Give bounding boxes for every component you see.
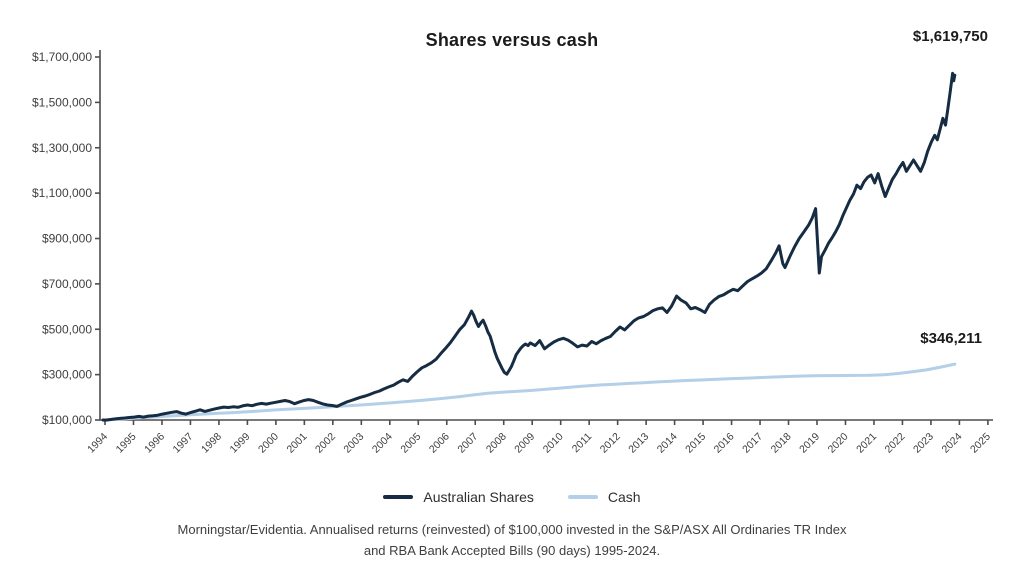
x-tick-label: 2007 — [455, 431, 480, 456]
y-tick-label: $1,100,000 — [32, 186, 92, 200]
cash-line-swatch-icon — [567, 495, 598, 499]
x-tick-label: 2008 — [484, 431, 509, 456]
x-tick-label: 2006 — [427, 431, 452, 456]
x-tick-label: 2022 — [883, 431, 908, 456]
x-tick-label: 1999 — [228, 431, 253, 456]
x-tick-label: 2001 — [284, 431, 309, 456]
legend-label-cash: Cash — [607, 489, 641, 505]
y-tick-label: $500,000 — [42, 322, 92, 336]
legend-label-australian-shares: Australian Shares — [423, 489, 534, 505]
x-tick-label: 2005 — [398, 431, 423, 456]
y-tick-label: $700,000 — [42, 277, 92, 291]
x-tick-label: 2014 — [655, 431, 680, 456]
x-tick-label: 2003 — [341, 431, 366, 456]
australian-shares-line — [101, 71, 957, 422]
shares-end-value-label: $1,619,750 — [912, 28, 988, 45]
y-tick-label: $1,500,000 — [32, 95, 92, 109]
y-tick-label: $100,000 — [42, 413, 92, 427]
source-footnote-line2: and RBA Bank Accepted Bills (90 days) 19… — [363, 543, 661, 558]
x-tick-label: 2016 — [712, 431, 737, 456]
x-tick-label: 2004 — [370, 431, 395, 456]
chart-title: Shares versus cash — [425, 30, 599, 50]
x-tick-label: 1997 — [171, 431, 196, 456]
y-tick-label: $1,700,000 — [32, 50, 92, 64]
y-tick-label: $300,000 — [42, 368, 92, 382]
y-tick-label: $900,000 — [42, 232, 92, 246]
x-tick-label: 2012 — [598, 431, 623, 456]
x-tick-label: 2021 — [854, 431, 879, 456]
x-tick-label: 2002 — [313, 431, 338, 456]
x-tick-label: 2011 — [570, 431, 595, 456]
x-tick-label: 1998 — [199, 431, 224, 456]
x-tick-label: 2023 — [911, 431, 936, 456]
x-tick-label: 1994 — [85, 431, 110, 456]
x-tick-label: 2000 — [256, 431, 281, 456]
x-tick-label: 2013 — [626, 431, 651, 456]
shares-line-swatch-icon — [383, 495, 414, 499]
y-tick-label: $1,300,000 — [32, 141, 92, 155]
x-tick-label: 2019 — [797, 431, 822, 456]
x-axis-labels: 1994 1995 1996 1997 1998 1999 2000 2001 2002 2003… — [85, 431, 993, 456]
axes — [95, 50, 993, 425]
x-tick-label: 2020 — [826, 431, 851, 456]
legend-item-australian-shares: Australian Shares — [383, 489, 534, 505]
y-axis-labels: $100,000 $300,000 $500,000 $700,000 $900,000… — [32, 50, 92, 427]
x-tick-label: 2017 — [740, 431, 765, 456]
x-tick-label: 2015 — [683, 431, 708, 456]
x-tick-label: 2018 — [769, 431, 794, 456]
chart-legend: Australian Shares Cash — [0, 489, 1024, 505]
source-footnote-line1: Morningstar/Evidentia. Annualised return… — [177, 522, 847, 537]
x-tick-label: 2010 — [541, 431, 566, 456]
x-tick-label: 1995 — [114, 431, 139, 456]
cash-line — [101, 362, 957, 422]
x-tick-label: 2009 — [512, 431, 537, 456]
x-tick-label: 2024 — [940, 431, 965, 456]
x-tick-label: 2025 — [968, 431, 993, 456]
legend-item-cash: Cash — [567, 489, 641, 505]
x-tick-label: 1996 — [142, 431, 167, 456]
cash-end-value-label: $346,211 — [920, 330, 982, 347]
